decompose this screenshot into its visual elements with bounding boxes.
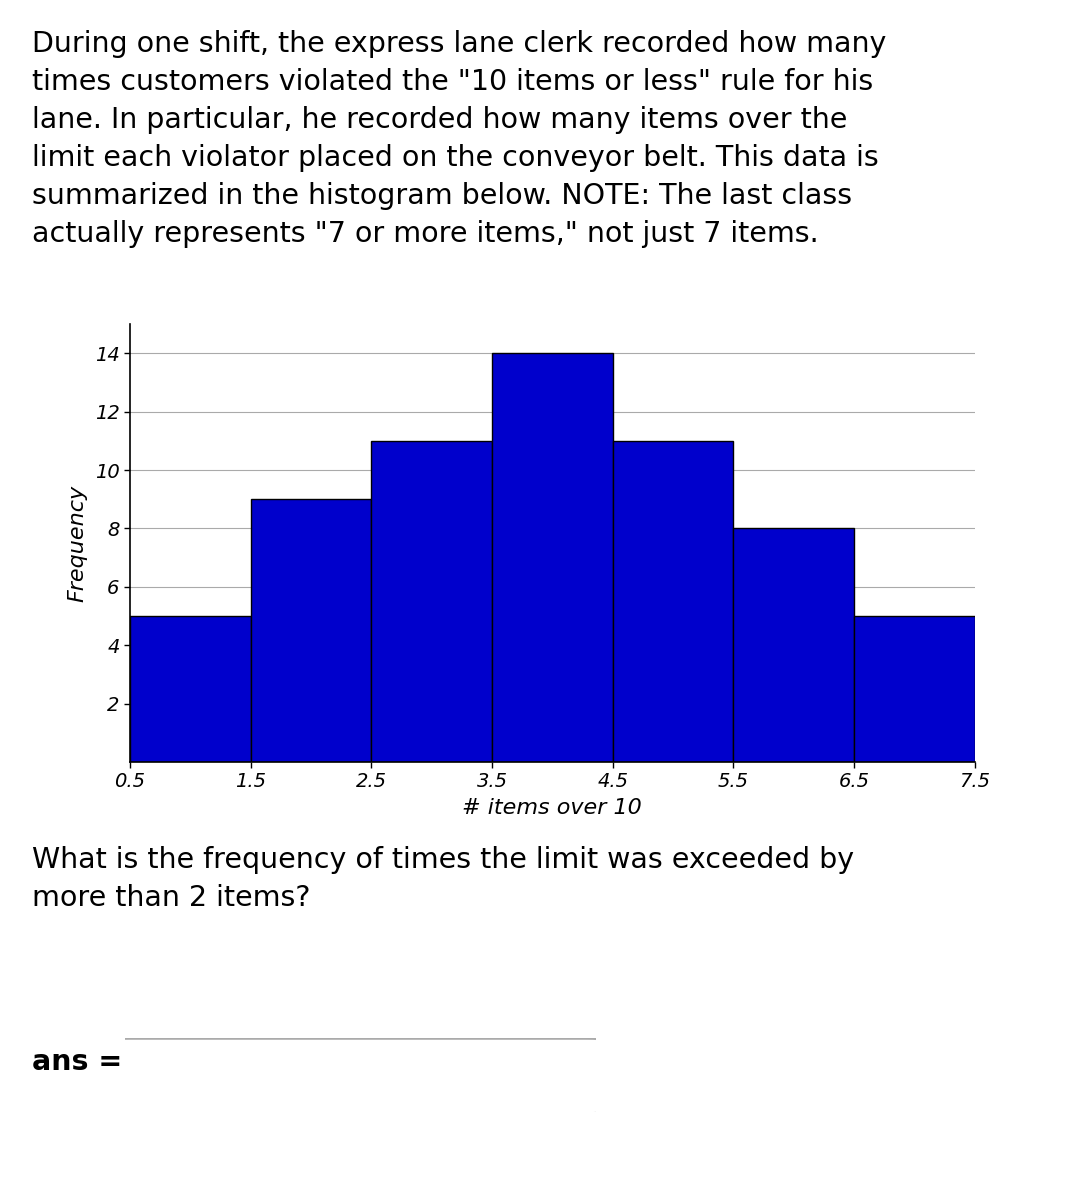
Bar: [371, 440, 492, 762]
FancyBboxPatch shape: [101, 1039, 614, 1114]
Bar: [492, 353, 613, 762]
Text: During one shift, the express lane clerk recorded how many
times customers viola: During one shift, the express lane clerk…: [32, 30, 887, 247]
X-axis label: # items over 10: # items over 10: [462, 798, 642, 818]
Bar: [733, 528, 854, 762]
Text: What is the frequency of times the limit was exceeded by
more than 2 items?: What is the frequency of times the limit…: [32, 846, 854, 912]
Y-axis label: Frequency: Frequency: [68, 485, 88, 601]
Bar: [854, 616, 975, 762]
Bar: [250, 499, 371, 762]
Bar: [613, 440, 733, 762]
Bar: [130, 616, 250, 762]
Text: ans =: ans =: [32, 1048, 122, 1076]
